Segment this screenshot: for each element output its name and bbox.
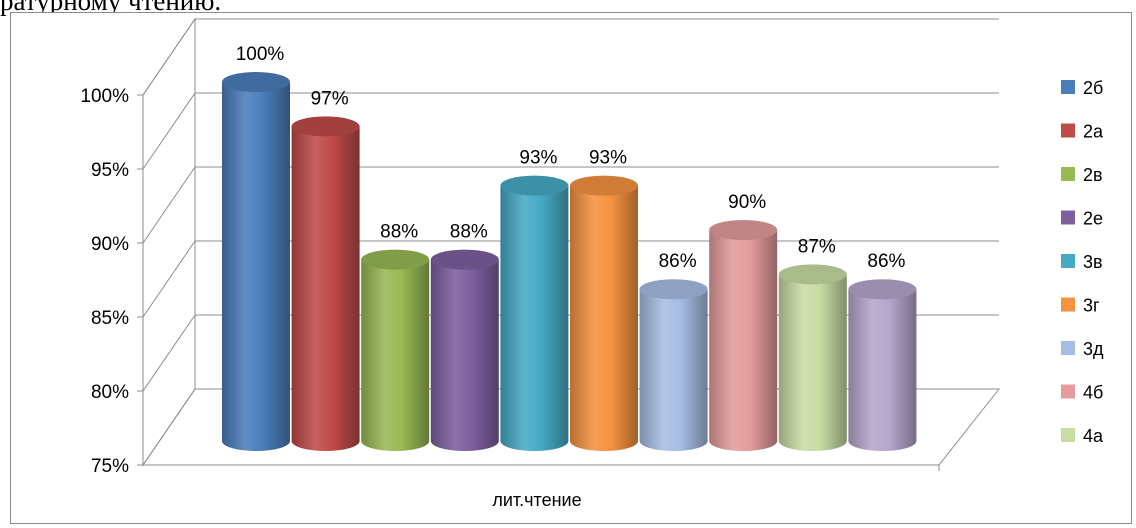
legend-entry: 4б: [1061, 383, 1103, 403]
bar-body: [848, 289, 917, 451]
gridline-diagonal: [142, 92, 196, 170]
bar-top: [500, 175, 569, 196]
legend-label: 3д: [1083, 339, 1104, 359]
legend-label: 3в: [1083, 252, 1103, 272]
data-label: 87%: [798, 236, 836, 257]
bar: [291, 116, 360, 452]
data-label: 86%: [659, 251, 697, 272]
legend-swatch: [1061, 384, 1075, 399]
bar: [500, 175, 569, 451]
data-label: 97%: [311, 88, 349, 109]
bar-chart: 75% 80% 85% 90% 95% 100% 100% 97% 88% 88% 93% 93% 8…: [80, 17, 1104, 510]
bar: [222, 72, 290, 451]
category-label: лит.чтение: [492, 490, 581, 510]
legend-entry: 3в: [1061, 252, 1103, 272]
bar-body: [778, 274, 847, 451]
y-tick-label: 90%: [91, 234, 129, 255]
legend-label: 2е: [1083, 209, 1103, 229]
legend-swatch: [1061, 341, 1075, 355]
legend-label: 4б: [1083, 383, 1103, 403]
gridline-diagonal: [142, 166, 196, 244]
bar: [848, 279, 917, 451]
data-label: 100%: [236, 44, 285, 65]
bar: [709, 220, 778, 451]
legend-swatch: [1061, 428, 1075, 442]
y-axis-ticks: 75% 80% 85% 90% 95% 100%: [80, 86, 129, 477]
legend-entry: 2е: [1061, 209, 1103, 229]
legend-entry: 2в: [1061, 165, 1103, 185]
bar-top: [639, 279, 708, 300]
bar-top: [848, 279, 917, 300]
bar-top: [291, 116, 360, 137]
gridline-diagonal: [142, 314, 196, 392]
bar-top: [570, 175, 638, 196]
data-label: 88%: [380, 222, 418, 243]
data-label: 86%: [867, 251, 905, 272]
bar-body: [709, 230, 778, 451]
legend-label: 2в: [1083, 165, 1103, 185]
legend-swatch: [1061, 297, 1075, 312]
gridline-diagonal: [142, 388, 196, 466]
bar-body: [291, 126, 360, 452]
data-label: 90%: [728, 192, 766, 213]
legend-label: 2б: [1083, 78, 1103, 98]
bar-body: [361, 259, 430, 451]
bar: [570, 175, 638, 451]
legend-swatch: [1061, 80, 1075, 94]
y-tick-label: 75%: [91, 456, 129, 477]
legend-entry: 4а: [1061, 426, 1104, 446]
legend-swatch: [1061, 167, 1075, 181]
legend-label: 3г: [1083, 296, 1100, 316]
gridline-diagonal: [142, 18, 196, 96]
data-labels: 100% 97% 88% 88% 93% 93% 86% 90% 87% 86%: [236, 44, 906, 272]
bar: [430, 249, 499, 451]
data-label: 88%: [450, 222, 488, 243]
bar-top: [222, 72, 290, 92]
y-tick-label: 95%: [91, 160, 129, 181]
bar-top: [709, 220, 778, 240]
y-tick-label: 80%: [91, 382, 129, 403]
legend-swatch: [1061, 123, 1075, 138]
legend-entry: 3г: [1061, 296, 1100, 316]
legend-entry: 2а: [1061, 122, 1104, 142]
bar-body: [570, 185, 638, 451]
bar-body: [500, 185, 569, 451]
bar: [639, 279, 708, 451]
data-label: 93%: [519, 148, 557, 169]
bar-body: [639, 289, 708, 451]
legend: 2б 2а 2в 2е 3в 3г 3д 4б 4а: [1061, 78, 1104, 446]
bar-top: [778, 264, 847, 285]
legend-entry: 3д: [1061, 339, 1104, 359]
data-label: 93%: [589, 148, 627, 169]
bar-body: [430, 259, 499, 451]
legend-swatch: [1061, 210, 1075, 225]
bar-top: [430, 249, 499, 270]
chart-area: 75% 80% 85% 90% 95% 100% 100% 97% 88% 88% 93% 93% 8…: [10, 12, 1132, 524]
y-tick-label: 100%: [80, 86, 129, 107]
legend-swatch: [1061, 254, 1075, 268]
bar-body: [222, 82, 290, 451]
bar: [361, 249, 430, 451]
bars: [222, 72, 917, 452]
chart-side-wall: [142, 17, 196, 467]
gridline-diagonal: [142, 240, 196, 318]
legend-label: 4а: [1083, 426, 1104, 446]
bar: [778, 264, 847, 451]
legend-label: 2а: [1083, 122, 1104, 142]
y-tick-label: 85%: [91, 308, 129, 329]
bar-top: [361, 249, 430, 270]
legend-entry: 2б: [1061, 78, 1103, 98]
